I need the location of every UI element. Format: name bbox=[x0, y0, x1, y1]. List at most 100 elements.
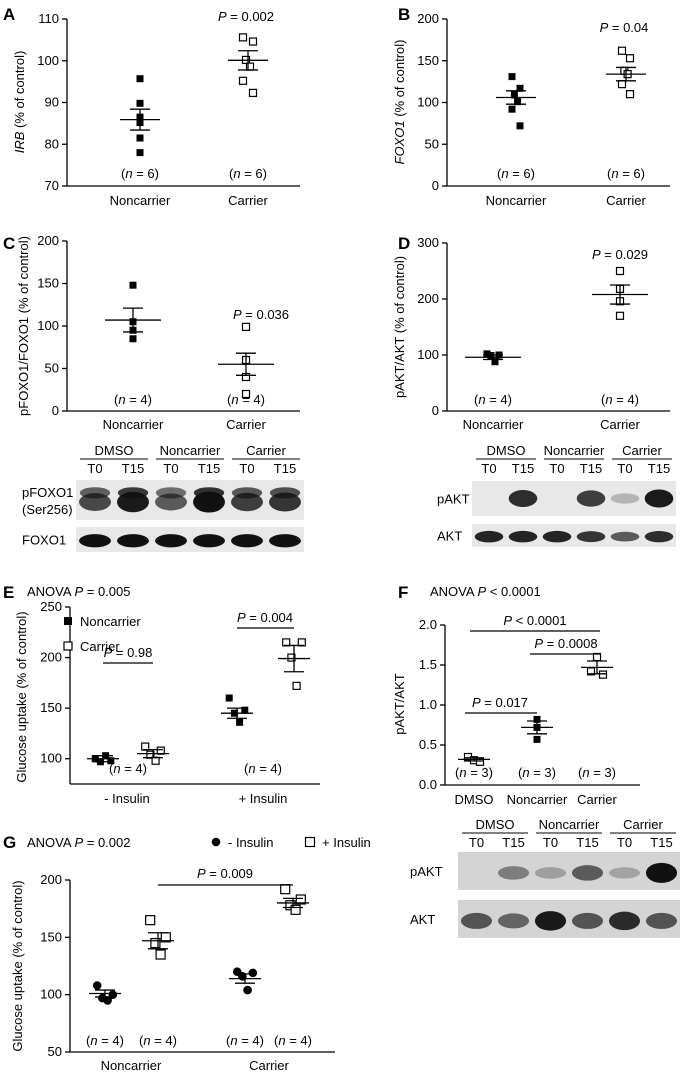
blot-time-label: T15 bbox=[502, 835, 524, 850]
data-point bbox=[598, 670, 608, 679]
n-label: (n = 4) bbox=[274, 1033, 312, 1048]
p-value-label-part: = 0.04 bbox=[608, 20, 648, 35]
data-point bbox=[295, 894, 306, 905]
blot-group-label: Noncarrier bbox=[539, 817, 600, 832]
n-label-part: ) bbox=[263, 166, 267, 181]
y-tick-label: 100 bbox=[40, 751, 62, 766]
legend-label: - Insulin bbox=[228, 835, 274, 850]
data-point bbox=[248, 88, 258, 97]
n-label-part: ( bbox=[474, 392, 479, 407]
panel-letter: C bbox=[3, 234, 15, 253]
n-label-part: ( bbox=[229, 166, 234, 181]
n-label-part: 6 bbox=[147, 166, 154, 181]
blot-band bbox=[117, 487, 149, 499]
n-label-part: = bbox=[486, 392, 501, 407]
blot-time-label: T15 bbox=[274, 461, 296, 476]
data-point bbox=[241, 389, 251, 399]
n-label-part: = bbox=[590, 765, 605, 780]
data-point bbox=[92, 981, 102, 990]
n-label-part: n bbox=[125, 166, 132, 181]
anova-label-part: ANOVA bbox=[27, 584, 74, 599]
p-value-label: P = 0.0008 bbox=[534, 636, 597, 651]
y-axis-label: Glucose uptake (% of control) bbox=[14, 611, 29, 782]
p-value-label-part: = 0.036 bbox=[242, 307, 289, 322]
y-tick-label: 200 bbox=[37, 233, 59, 248]
n-label-part: 3 bbox=[544, 765, 551, 780]
p-value-label: P < 0.0001 bbox=[503, 613, 566, 628]
blot-band bbox=[508, 530, 538, 543]
n-label-part: n bbox=[605, 392, 612, 407]
blot-group-label: DMSO bbox=[476, 817, 515, 832]
mean-sem-bar bbox=[120, 108, 160, 131]
n-label-part: = bbox=[121, 761, 136, 776]
blot-time-label: T0 bbox=[617, 461, 632, 476]
blot-time-label: T0 bbox=[549, 461, 564, 476]
blot-band bbox=[644, 531, 674, 543]
p-value-label-part: P bbox=[592, 247, 601, 262]
blot-band bbox=[117, 534, 149, 548]
y-tick-label: 2.0 bbox=[419, 617, 437, 632]
blot-band bbox=[155, 487, 187, 499]
anova-label-part: P bbox=[74, 584, 83, 599]
blot-row-label: pFOXO1 bbox=[22, 485, 73, 500]
blot-band bbox=[610, 493, 640, 504]
n-label-part: 4 bbox=[112, 1033, 119, 1048]
blot-time-label: T15 bbox=[650, 835, 672, 850]
n-label-part: = bbox=[133, 166, 148, 181]
y-tick-label: 0 bbox=[432, 403, 439, 418]
data-point bbox=[617, 46, 627, 55]
y-axis-label-part: (% of control) bbox=[392, 40, 407, 121]
p-value-label-part: P bbox=[600, 20, 609, 35]
mean-sem-bar bbox=[218, 352, 274, 376]
y-axis-label: Glucose uptake (% of control) bbox=[10, 880, 25, 1051]
data-point bbox=[615, 266, 625, 276]
y-tick-label: 1.5 bbox=[419, 657, 437, 672]
y-axis-label: IRB (% of control) bbox=[12, 51, 27, 154]
n-label: (n = 3) bbox=[455, 765, 493, 780]
p-value-label-part: P bbox=[233, 307, 242, 322]
blot-band bbox=[231, 534, 263, 548]
x-category-label: Carrier bbox=[249, 1058, 289, 1073]
blot-group-label: Noncarrier bbox=[544, 443, 605, 458]
blot-time-label: T15 bbox=[648, 461, 670, 476]
blot-band bbox=[571, 865, 604, 881]
y-axis-label: FOXO1 (% of control) bbox=[392, 40, 407, 165]
n-label-part: ) bbox=[155, 166, 159, 181]
mean-sem-bar bbox=[105, 307, 161, 333]
blot-band bbox=[534, 867, 567, 879]
p-value-label: P = 0.04 bbox=[600, 20, 649, 35]
blot-row-label: pAKT bbox=[410, 864, 443, 879]
anova-label: ANOVA P < 0.0001 bbox=[430, 584, 541, 599]
n-label-part: ) bbox=[641, 166, 645, 181]
panel-C: C 0 50 100 150 200 pFOXO1/FOXO1 (% of control)… bbox=[3, 233, 300, 432]
p-value-label-part: = 0.017 bbox=[481, 695, 528, 710]
data-point bbox=[236, 718, 244, 726]
n-label-part: ) bbox=[612, 765, 616, 780]
n-label-part: = bbox=[151, 1033, 166, 1048]
p-value-label-part: = 0.98 bbox=[112, 645, 152, 660]
y-tick-label: 150 bbox=[40, 929, 62, 944]
n-label-part: = bbox=[239, 392, 254, 407]
blot-band bbox=[576, 490, 606, 507]
n-label-part: n bbox=[113, 761, 120, 776]
legend-label: + Insulin bbox=[322, 835, 371, 850]
n-label-part: ( bbox=[518, 765, 523, 780]
blot-band bbox=[269, 487, 301, 499]
n-label-part: ( bbox=[244, 761, 249, 776]
y-tick-label: 80 bbox=[45, 136, 59, 151]
y-tick-label: 100 bbox=[37, 318, 59, 333]
n-label-part: ) bbox=[278, 761, 282, 776]
n-label-part: ( bbox=[227, 392, 232, 407]
data-point bbox=[483, 350, 491, 358]
data-point bbox=[155, 949, 166, 960]
n-label-part: = bbox=[238, 1033, 253, 1048]
data-point bbox=[516, 84, 524, 92]
mean-sem-bar bbox=[277, 897, 309, 909]
blot-band bbox=[571, 912, 604, 929]
y-axis-label: pFOXO1/FOXO1 (% of control) bbox=[16, 236, 31, 416]
y-tick-label: 90 bbox=[45, 95, 59, 110]
blot-time-label: T0 bbox=[617, 835, 632, 850]
data-point bbox=[510, 91, 518, 99]
data-point bbox=[280, 884, 291, 895]
